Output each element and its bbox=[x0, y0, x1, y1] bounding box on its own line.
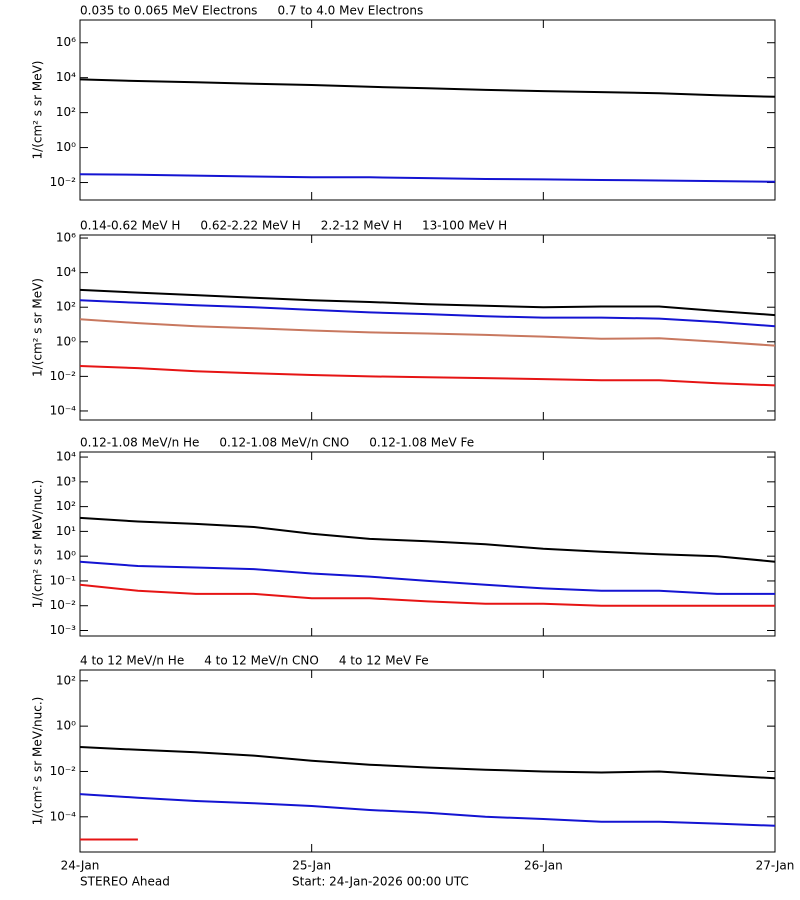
plot-frame bbox=[79, 19, 776, 201]
legend-entry: 0.7 to 4.0 Mev Electrons bbox=[277, 4, 423, 18]
x-tick-label: 25-Jan bbox=[292, 859, 331, 873]
y-tick-label: 10⁻¹ bbox=[50, 573, 77, 587]
y-axis-label: 1/(cm² s sr MeV/nuc.) bbox=[31, 480, 45, 609]
y-tick-label: 10⁻³ bbox=[50, 623, 77, 637]
plot-frame bbox=[79, 669, 776, 853]
y-tick-label: 10² bbox=[56, 105, 76, 119]
series-line bbox=[79, 318, 776, 347]
plot-frame bbox=[79, 451, 776, 637]
y-tick-label: 10⁴ bbox=[56, 70, 76, 84]
series-line bbox=[79, 78, 776, 98]
y-axis-label: 1/(cm² s sr MeV) bbox=[31, 61, 45, 160]
footer-right: Start: 24-Jan-2026 00:00 UTC bbox=[292, 875, 469, 889]
y-tick-label: 10⁰ bbox=[56, 719, 76, 733]
x-tick-label: 24-Jan bbox=[61, 859, 100, 873]
series-line bbox=[79, 299, 776, 328]
series-line bbox=[79, 173, 776, 183]
y-tick-label: 10² bbox=[56, 499, 76, 513]
y-tick-label: 10⁻² bbox=[50, 764, 77, 778]
y-tick-label: 10⁻⁴ bbox=[50, 403, 77, 417]
series-line bbox=[79, 516, 776, 563]
y-axis-label: 1/(cm² s sr MeV/nuc.) bbox=[31, 697, 45, 826]
series-line bbox=[79, 583, 775, 607]
series-line bbox=[79, 560, 775, 595]
y-tick-label: 10² bbox=[56, 673, 76, 687]
y-tick-label: 10⁴ bbox=[56, 450, 76, 464]
y-tick-label: 10⁶ bbox=[56, 231, 76, 245]
legend-entry: 0.12-1.08 MeV Fe bbox=[369, 436, 474, 450]
legend-entry: 0.12-1.08 MeV/n CNO bbox=[219, 436, 349, 450]
y-axis-label: 1/(cm² s sr MeV) bbox=[31, 278, 45, 377]
legend-entry: 13-100 MeV H bbox=[422, 219, 507, 233]
series-line bbox=[79, 288, 776, 317]
legend-entry: 4 to 12 MeV Fe bbox=[339, 654, 429, 668]
series-line bbox=[79, 365, 776, 387]
x-tick-label: 27-Jan bbox=[756, 859, 795, 873]
y-tick-label: 10⁰ bbox=[56, 549, 76, 563]
legend-entry: 2.2-12 MeV H bbox=[321, 219, 402, 233]
footer-left: STEREO Ahead bbox=[80, 875, 170, 889]
y-tick-label: 10⁴ bbox=[56, 265, 76, 279]
y-tick-label: 10³ bbox=[56, 474, 76, 488]
y-tick-label: 10⁻² bbox=[50, 369, 77, 383]
series-line bbox=[79, 793, 776, 827]
legend-entry: 4 to 12 MeV/n He bbox=[80, 654, 184, 668]
y-tick-label: 10⁰ bbox=[56, 334, 76, 348]
legend-entry: 0.12-1.08 MeV/n He bbox=[80, 436, 199, 450]
legend-entry: 0.14-0.62 MeV H bbox=[80, 219, 180, 233]
y-tick-label: 10¹ bbox=[56, 524, 76, 538]
legend-entry: 0.035 to 0.065 MeV Electrons bbox=[80, 4, 257, 18]
y-tick-label: 10² bbox=[56, 300, 76, 314]
legend-entry: 4 to 12 MeV/n CNO bbox=[204, 654, 319, 668]
legend-entry: 0.62-2.22 MeV H bbox=[200, 219, 300, 233]
y-tick-label: 10⁶ bbox=[56, 35, 76, 49]
y-tick-label: 10⁰ bbox=[56, 140, 76, 154]
y-tick-label: 10⁻² bbox=[50, 598, 77, 612]
y-tick-label: 10⁻⁴ bbox=[50, 809, 77, 823]
x-tick-label: 26-Jan bbox=[524, 859, 563, 873]
series-line bbox=[79, 746, 776, 780]
y-tick-label: 10⁻² bbox=[50, 175, 77, 189]
plot-frame bbox=[79, 234, 776, 421]
